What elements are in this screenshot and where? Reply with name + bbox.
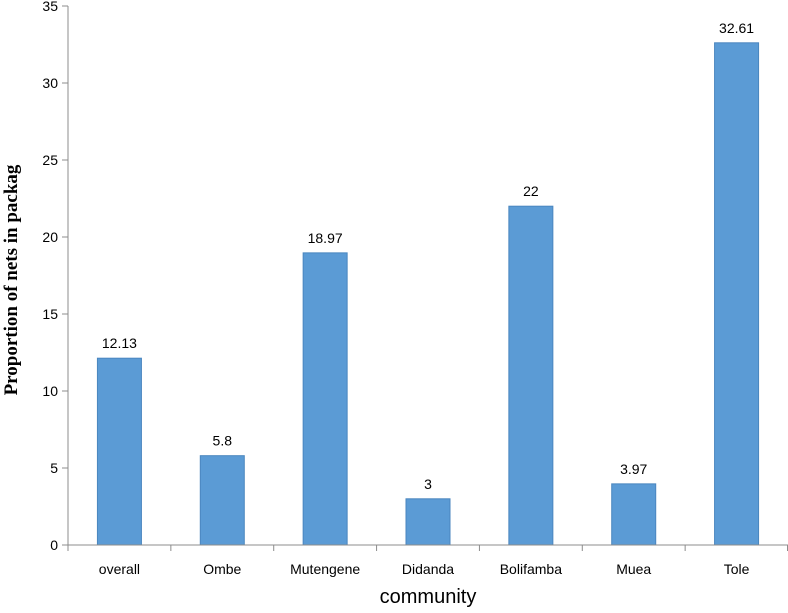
data-label: 12.13 [102, 335, 137, 351]
data-label: 5.8 [213, 433, 233, 449]
x-tick-label: Didanda [402, 561, 454, 577]
bars-group [96, 42, 760, 546]
data-label: 3 [424, 476, 432, 492]
y-tick-label: 30 [42, 75, 58, 91]
data-labels-group: 12.13 5.8 18.97 3 22 3.97 32.61 [102, 20, 754, 492]
x-tick-label: Ombe [203, 561, 241, 577]
y-tick-label: 5 [50, 460, 58, 476]
y-axis: 0 5 10 15 20 25 30 35 [42, 0, 69, 553]
bar-didanda [405, 498, 451, 546]
y-tick-label: 0 [50, 537, 58, 553]
bar-tole [714, 42, 760, 546]
y-tick-label: 35 [42, 0, 58, 14]
x-tick-label: Bolifamba [500, 561, 562, 577]
x-axis: overall Ombe Mutengene Didanda Bolifamba Muea… [67, 544, 788, 577]
x-axis-title: community [380, 586, 477, 608]
bar-mutengene [302, 252, 348, 546]
bar-overall [96, 357, 142, 546]
data-label: 3.97 [620, 461, 647, 477]
x-tick-label: Tole [724, 561, 750, 577]
data-label: 32.61 [719, 20, 754, 36]
bar-ombe [199, 455, 245, 546]
x-tick-label: Mutengene [290, 561, 360, 577]
x-tick-label: Muea [616, 561, 651, 577]
data-label: 18.97 [308, 230, 343, 246]
bar-muea [611, 483, 657, 546]
x-tick-label: overall [99, 561, 140, 577]
y-tick-label: 20 [42, 229, 58, 245]
y-axis-title: Proportion of nets in packag [1, 164, 22, 395]
y-tick-label: 25 [42, 152, 58, 168]
data-label: 22 [523, 183, 539, 199]
y-tick-label: 10 [42, 383, 58, 399]
bar-bolifamba [508, 205, 554, 546]
y-tick-label: 15 [42, 306, 58, 322]
